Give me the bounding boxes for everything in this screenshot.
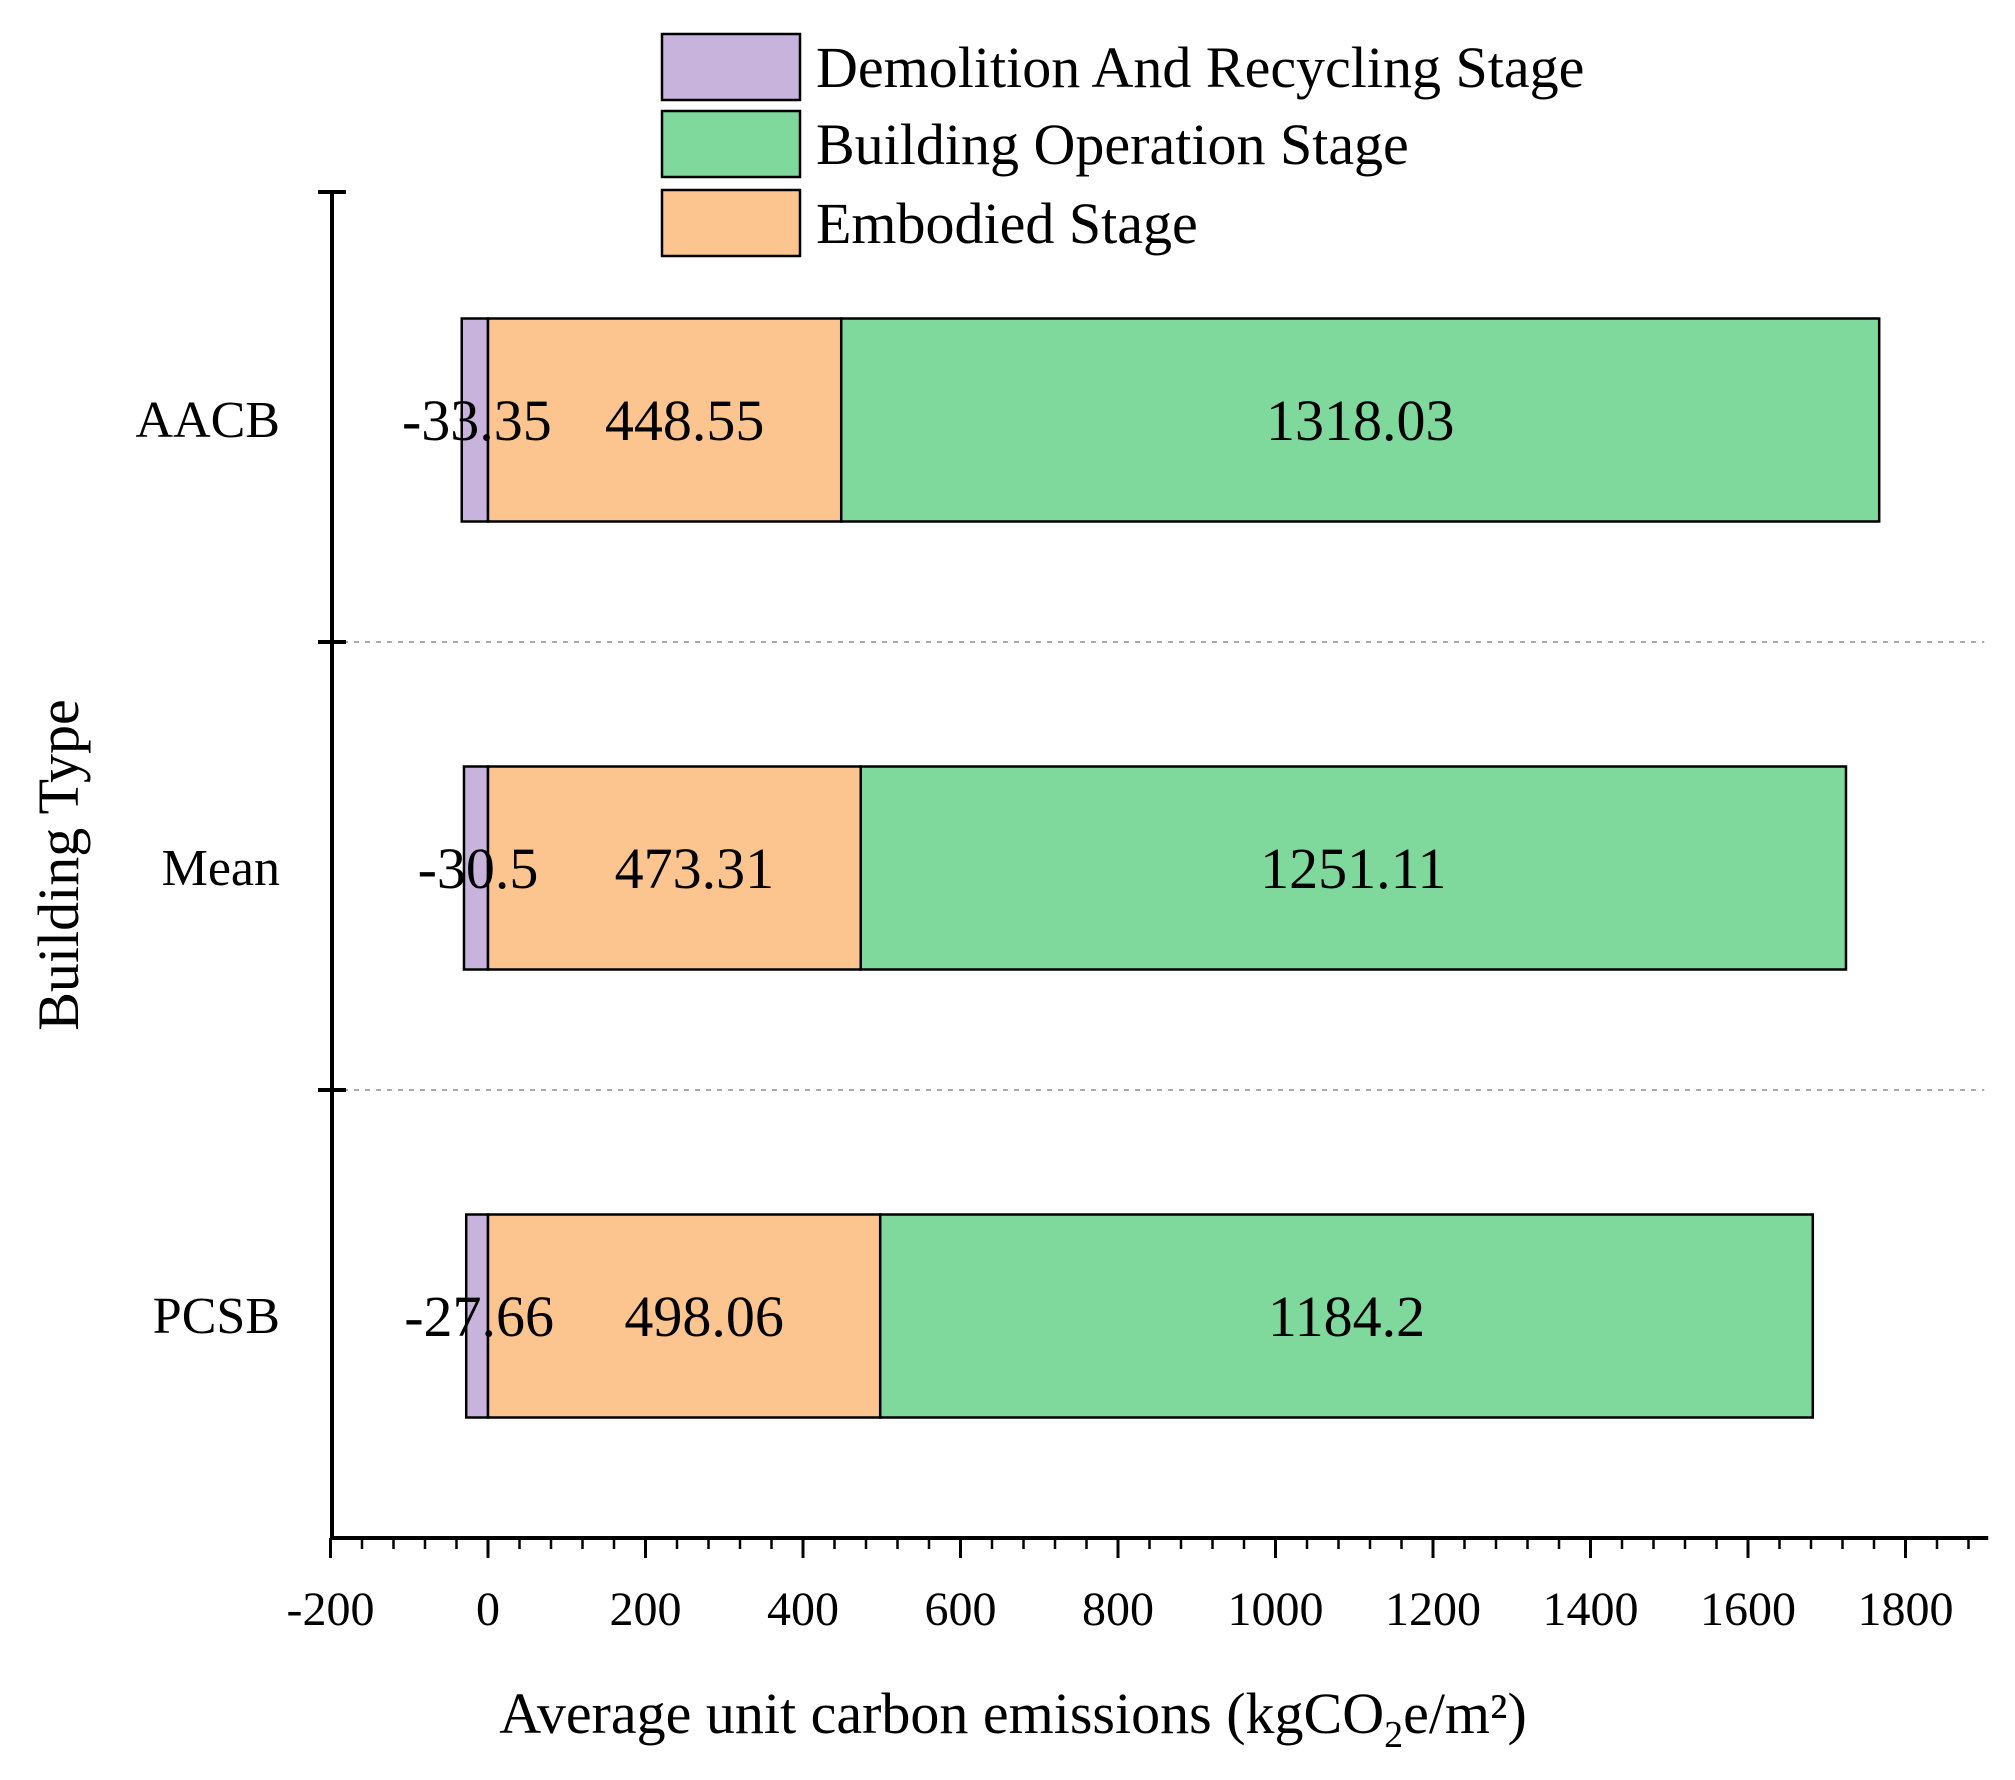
category-label: AACB bbox=[136, 392, 280, 449]
data-label: 473.31 bbox=[615, 836, 775, 901]
data-label: 498.06 bbox=[624, 1284, 784, 1349]
category-label: Mean bbox=[162, 840, 280, 897]
data-label: -30.5 bbox=[418, 836, 539, 901]
x-tick-label: 1400 bbox=[1543, 1583, 1639, 1636]
legend-swatch bbox=[660, 109, 802, 179]
bar-pcsb-building-operation-stage bbox=[878, 1213, 1815, 1419]
legend-label: Embodied Stage bbox=[816, 191, 1198, 256]
data-label: 448.55 bbox=[605, 388, 765, 453]
x-tick-label: 400 bbox=[767, 1583, 839, 1636]
data-label: 1184.2 bbox=[1268, 1284, 1425, 1349]
bar-mean-demolition-and-recycling-stage bbox=[462, 765, 490, 971]
x-tick-label: 800 bbox=[1082, 1583, 1154, 1636]
x-axis-title: Average unit carbon emissions (kgCO2e/m²… bbox=[499, 1681, 1527, 1756]
data-label: -33.35 bbox=[402, 388, 552, 453]
bar-aacb-building-operation-stage bbox=[839, 317, 1881, 523]
x-tick-label: 600 bbox=[925, 1583, 997, 1636]
x-tick-label: -200 bbox=[287, 1583, 375, 1636]
data-label: -27.66 bbox=[404, 1284, 554, 1349]
bar-aacb-embodied-stage bbox=[486, 317, 843, 523]
bar-pcsb-embodied-stage bbox=[486, 1213, 882, 1419]
x-tick-label: 0 bbox=[476, 1583, 500, 1636]
y-axis-title: Building Type bbox=[26, 699, 91, 1031]
x-tick-label: 1600 bbox=[1700, 1583, 1796, 1636]
x-tick-label: 1800 bbox=[1858, 1583, 1954, 1636]
data-label: 1251.11 bbox=[1260, 836, 1446, 901]
x-tick-label: 1000 bbox=[1228, 1583, 1324, 1636]
legend-label: Demolition And Recycling Stage bbox=[816, 35, 1584, 100]
category-label: PCSB bbox=[153, 1288, 280, 1345]
legend-swatch bbox=[660, 188, 802, 258]
data-label: 1318.03 bbox=[1266, 388, 1455, 453]
x-tick-label: 1200 bbox=[1385, 1583, 1481, 1636]
legend-label: Building Operation Stage bbox=[816, 112, 1409, 177]
legend-swatch bbox=[660, 32, 802, 102]
x-tick-label: 200 bbox=[610, 1583, 682, 1636]
bar-mean-building-operation-stage bbox=[859, 765, 1848, 971]
